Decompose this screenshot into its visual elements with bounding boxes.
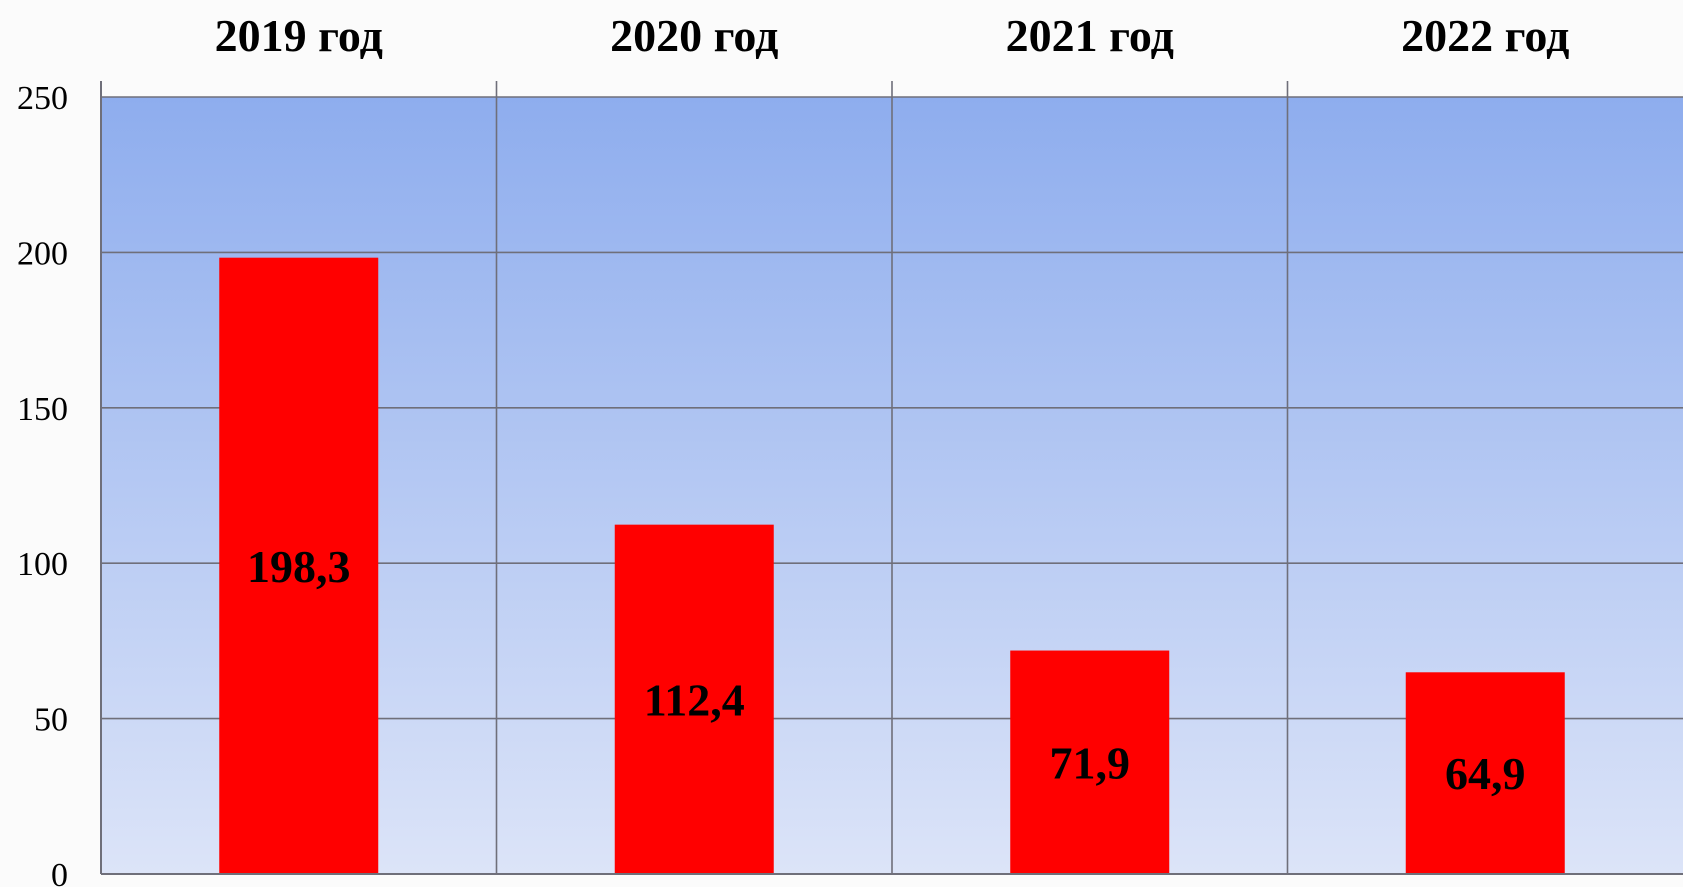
data-label: 198,3 <box>247 541 351 592</box>
category-label: 2020 год <box>610 10 778 61</box>
y-tick-label: 50 <box>34 702 68 739</box>
data-label: 64,9 <box>1445 748 1526 799</box>
y-tick-label: 0 <box>51 857 68 887</box>
y-tick-label: 100 <box>17 546 68 583</box>
y-tick-label: 200 <box>17 235 68 272</box>
data-label: 71,9 <box>1050 737 1131 788</box>
data-label: 112,4 <box>644 674 745 725</box>
y-tick-label: 150 <box>17 391 68 428</box>
category-label: 2022 год <box>1401 10 1569 61</box>
category-label: 2019 год <box>215 10 383 61</box>
y-tick-label: 250 <box>17 80 68 117</box>
category-label: 2021 год <box>1006 10 1174 61</box>
